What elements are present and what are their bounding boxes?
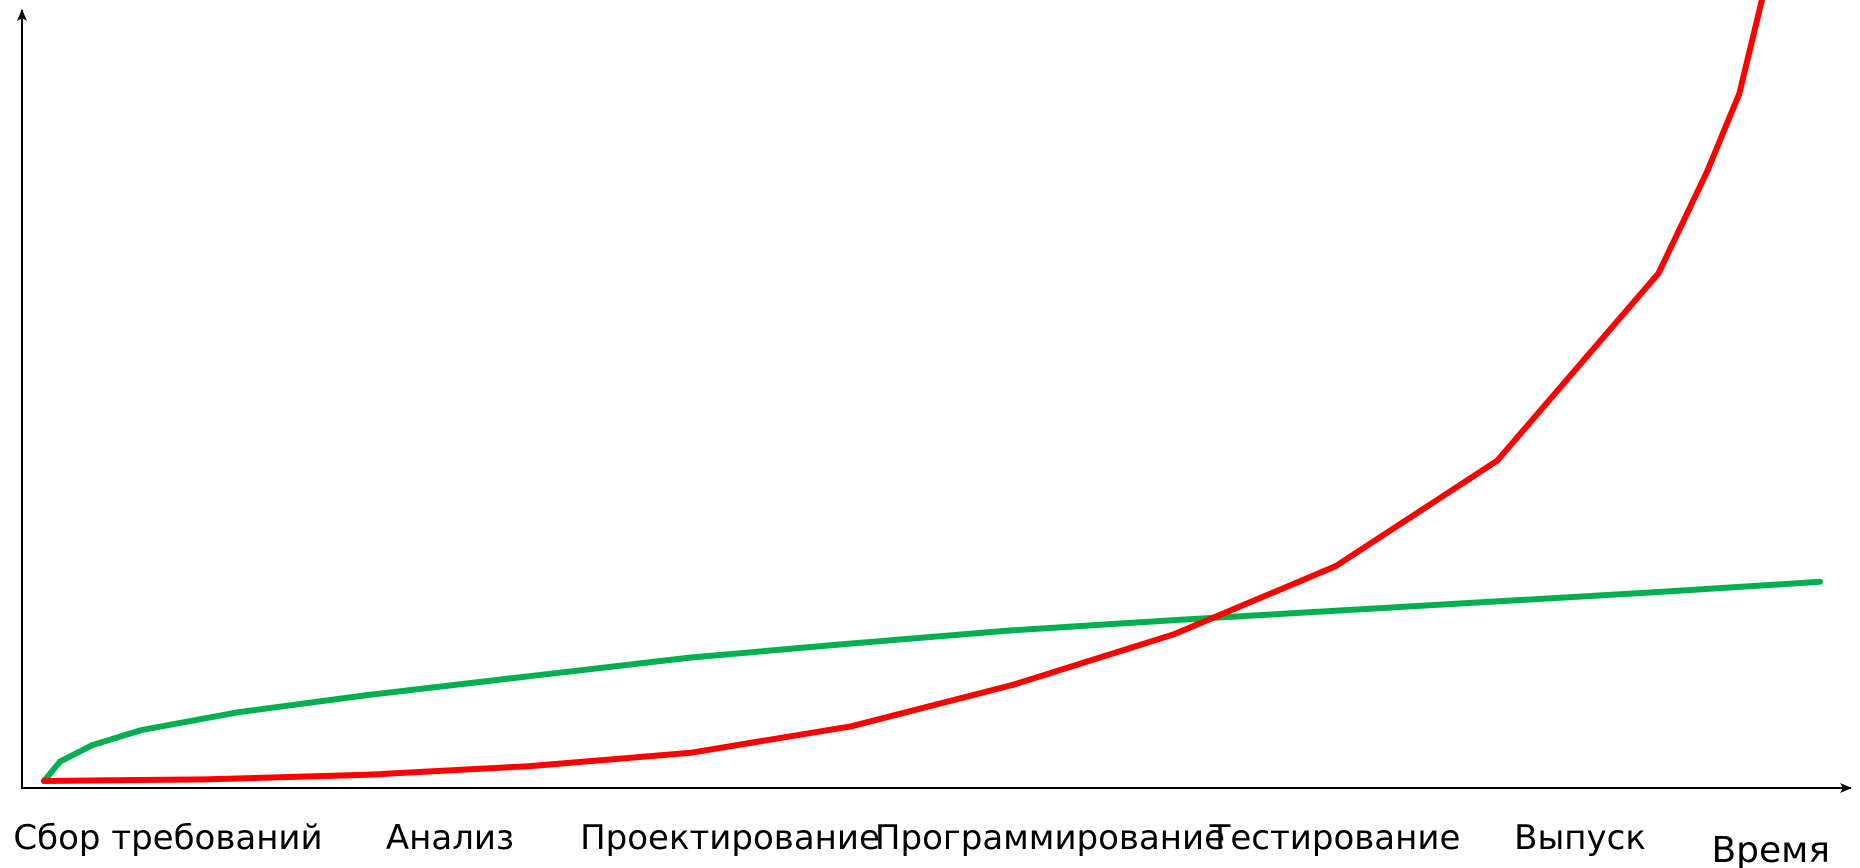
x-tick-labels: Сбор требований Анализ ПроектированиеПрогр…	[13, 818, 1646, 858]
x-tick-label: Анализ	[386, 818, 514, 858]
x-axis-title: Время	[1711, 830, 1830, 868]
x-tick-label: Сбор требований	[13, 818, 322, 858]
series-line-2	[41, 0, 1765, 784]
x-tick-label: Программирование	[875, 818, 1225, 858]
x-tick-label: Проектирование	[580, 818, 880, 858]
series-line-1	[41, 578, 1823, 784]
x-tick-label: Тестирование	[1209, 818, 1461, 858]
series-layer	[41, 0, 1823, 784]
x-tick-label: Выпуск	[1514, 818, 1646, 858]
